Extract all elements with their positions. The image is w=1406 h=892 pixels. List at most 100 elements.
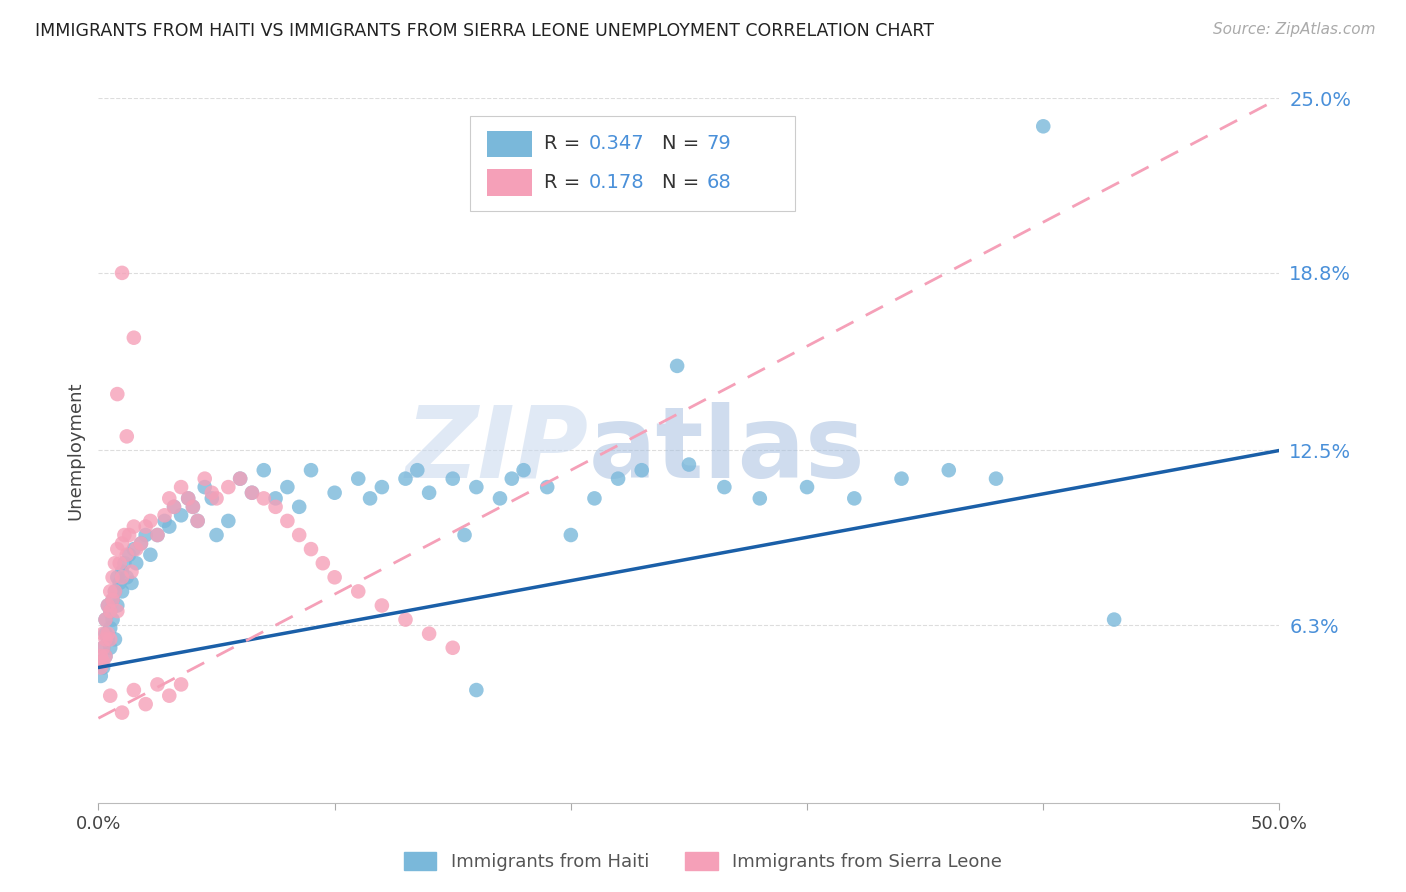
Point bbox=[105, 387, 128, 401]
Point bbox=[108, 556, 131, 570]
Point bbox=[187, 514, 209, 528]
Point bbox=[98, 689, 121, 703]
Point bbox=[163, 500, 186, 514]
Point bbox=[465, 683, 488, 698]
Point bbox=[94, 649, 117, 664]
Point bbox=[441, 640, 464, 655]
Point bbox=[371, 480, 394, 494]
Point bbox=[418, 626, 440, 640]
Point bbox=[105, 604, 128, 618]
Y-axis label: Unemployment: Unemployment bbox=[66, 381, 84, 520]
Point bbox=[299, 463, 322, 477]
Point bbox=[118, 548, 141, 562]
Point bbox=[94, 632, 117, 647]
Point bbox=[135, 519, 157, 533]
Point bbox=[122, 683, 145, 698]
Point bbox=[115, 429, 138, 443]
Point bbox=[146, 528, 169, 542]
Point bbox=[170, 480, 193, 494]
Point bbox=[125, 542, 148, 557]
Point bbox=[153, 508, 176, 523]
Point bbox=[170, 508, 193, 523]
Point bbox=[94, 649, 117, 664]
Point bbox=[217, 514, 239, 528]
Point bbox=[229, 472, 252, 486]
Point bbox=[984, 472, 1007, 486]
Point bbox=[104, 584, 127, 599]
Point bbox=[104, 632, 127, 647]
Point bbox=[201, 491, 224, 506]
Point bbox=[94, 613, 117, 627]
Point bbox=[101, 592, 124, 607]
Point bbox=[90, 660, 112, 674]
Point bbox=[105, 599, 128, 613]
Point bbox=[146, 528, 169, 542]
Text: ZIP: ZIP bbox=[405, 402, 589, 499]
Point bbox=[276, 514, 298, 528]
Point bbox=[104, 556, 127, 570]
Point bbox=[91, 655, 114, 669]
Point bbox=[217, 480, 239, 494]
Text: Source: ZipAtlas.com: Source: ZipAtlas.com bbox=[1212, 22, 1375, 37]
Point bbox=[607, 472, 630, 486]
Point bbox=[111, 570, 134, 584]
Point bbox=[122, 519, 145, 533]
Point bbox=[90, 655, 112, 669]
Point bbox=[512, 463, 534, 477]
Point bbox=[394, 472, 416, 486]
Point bbox=[253, 463, 276, 477]
Point bbox=[201, 485, 224, 500]
Point bbox=[406, 463, 429, 477]
Point bbox=[111, 536, 134, 550]
Point bbox=[240, 485, 263, 500]
Point bbox=[112, 556, 135, 570]
Point bbox=[844, 491, 866, 506]
Point bbox=[276, 480, 298, 494]
Point bbox=[205, 491, 228, 506]
Point bbox=[90, 669, 112, 683]
Point bbox=[347, 472, 370, 486]
Point bbox=[1032, 120, 1054, 134]
Point bbox=[97, 626, 120, 640]
Point bbox=[181, 500, 204, 514]
Point bbox=[111, 266, 134, 280]
Point bbox=[139, 548, 162, 562]
Point bbox=[312, 556, 335, 570]
Text: IMMIGRANTS FROM HAITI VS IMMIGRANTS FROM SIERRA LEONE UNEMPLOYMENT CORRELATION C: IMMIGRANTS FROM HAITI VS IMMIGRANTS FROM… bbox=[35, 22, 934, 40]
Point bbox=[347, 584, 370, 599]
Point bbox=[288, 528, 311, 542]
Point bbox=[111, 565, 134, 579]
Point bbox=[299, 542, 322, 557]
Point bbox=[101, 613, 124, 627]
Point bbox=[323, 570, 346, 584]
Point bbox=[560, 528, 582, 542]
Point bbox=[101, 570, 124, 584]
Point bbox=[97, 599, 120, 613]
Point bbox=[111, 706, 134, 720]
Point bbox=[97, 632, 120, 647]
Point bbox=[170, 677, 193, 691]
Point bbox=[105, 570, 128, 584]
Point bbox=[98, 640, 121, 655]
Point bbox=[630, 463, 652, 477]
Point bbox=[129, 536, 152, 550]
Point bbox=[98, 632, 121, 647]
Point bbox=[125, 556, 148, 570]
Point bbox=[323, 485, 346, 500]
Point bbox=[938, 463, 960, 477]
Point bbox=[187, 514, 209, 528]
Point bbox=[97, 599, 120, 613]
Point bbox=[111, 584, 134, 599]
Point bbox=[98, 604, 121, 618]
Point bbox=[240, 485, 263, 500]
Point bbox=[264, 491, 287, 506]
Point bbox=[98, 621, 121, 635]
Point bbox=[748, 491, 770, 506]
Point bbox=[135, 528, 157, 542]
Text: 0.347: 0.347 bbox=[589, 135, 644, 153]
FancyBboxPatch shape bbox=[486, 130, 531, 157]
Point bbox=[536, 480, 558, 494]
Point bbox=[418, 485, 440, 500]
Text: N =: N = bbox=[662, 173, 706, 192]
Point bbox=[394, 613, 416, 627]
